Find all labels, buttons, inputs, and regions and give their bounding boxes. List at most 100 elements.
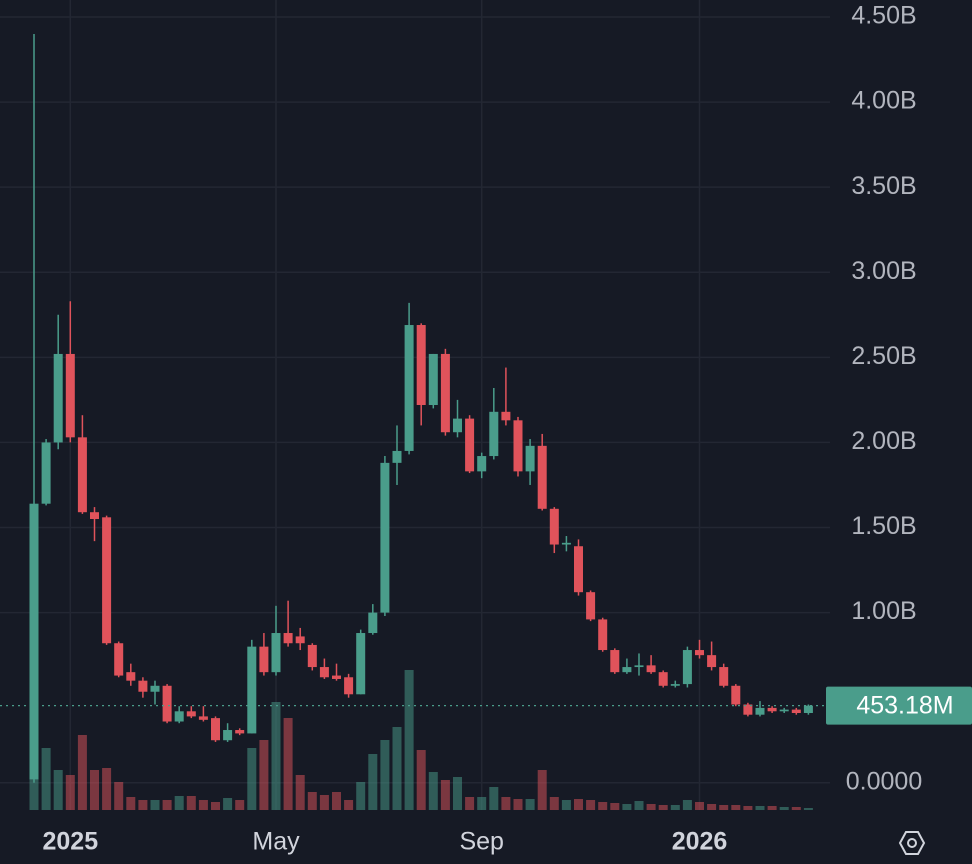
settings-icon[interactable] <box>898 831 926 855</box>
volume-bar <box>53 770 63 810</box>
candle-body <box>344 677 354 695</box>
volume-bar <box>65 775 75 810</box>
candle-body <box>114 643 124 676</box>
volume-bar <box>743 806 753 810</box>
candle-body <box>271 633 281 673</box>
volume-bar <box>622 804 632 810</box>
candle-body <box>767 707 777 712</box>
candle-body <box>501 411 511 421</box>
volume-bar <box>525 799 535 810</box>
last-price-label: 453.18M <box>856 691 953 719</box>
volume-bar <box>319 795 329 810</box>
volume-bar <box>307 792 317 810</box>
volume-bar <box>561 800 571 810</box>
candle-body <box>416 325 426 405</box>
volume-bar <box>646 804 656 810</box>
volume-bar <box>114 782 124 810</box>
volume-bar <box>755 806 765 810</box>
candle-body <box>295 636 305 644</box>
volume-bar <box>428 772 438 810</box>
x-tick-label: 2025 <box>42 828 98 856</box>
y-tick-label: 4.50B <box>851 2 916 30</box>
candle-body <box>138 680 148 692</box>
candle-body <box>29 503 39 780</box>
y-tick-label: 0.0000 <box>846 767 922 795</box>
volume-bar <box>77 735 87 810</box>
candle-body <box>549 508 559 545</box>
candle-body <box>731 685 741 705</box>
volume-bar <box>223 798 233 810</box>
volume-bar <box>440 780 450 810</box>
candle-body <box>779 709 789 712</box>
candle-body <box>465 418 475 472</box>
y-tick-label: 4.00B <box>851 87 916 115</box>
grid <box>0 0 830 810</box>
candle-body <box>41 442 51 504</box>
volume-bar <box>731 805 741 810</box>
volume-bar <box>634 801 644 810</box>
volume-bar <box>392 727 402 810</box>
candle-body <box>803 705 813 714</box>
volume-bar <box>186 796 196 810</box>
candle-body <box>477 456 487 472</box>
y-tick-label: 3.00B <box>851 257 916 285</box>
volume-bar <box>658 805 668 810</box>
candle-body <box>235 730 245 734</box>
candle-body <box>380 462 390 613</box>
candle-body <box>707 655 717 668</box>
candle-body <box>53 353 63 443</box>
candle-body <box>598 619 608 651</box>
volume-bar <box>537 770 547 810</box>
candle-body <box>332 675 341 679</box>
candle-body <box>610 650 620 673</box>
volume-bar <box>670 805 680 810</box>
y-tick-label: 1.50B <box>851 512 916 540</box>
candle-body <box>150 685 160 692</box>
volume-bar <box>416 750 426 810</box>
volume-bar <box>356 782 366 810</box>
volume-bar <box>259 740 269 810</box>
volume-bar <box>198 800 208 810</box>
candle-body <box>102 517 112 644</box>
candle-body <box>65 353 75 438</box>
candle-body <box>646 665 656 673</box>
volume-bar <box>126 797 136 810</box>
volume-bar <box>598 802 608 810</box>
volume-bar <box>574 799 583 810</box>
volume-bar <box>235 800 245 810</box>
candle-body <box>90 512 99 520</box>
candle-body <box>77 437 87 513</box>
x-tick-label: 2026 <box>672 828 728 856</box>
volume-bar <box>368 754 378 810</box>
volume-bar <box>332 792 341 810</box>
last-price-box <box>826 686 972 725</box>
volume-bar <box>404 670 414 810</box>
volume-bar <box>610 803 620 810</box>
volume-bar <box>695 802 704 810</box>
candle-body <box>489 411 499 457</box>
candle-body <box>428 353 438 405</box>
volume-bar <box>102 768 112 810</box>
volume-bar <box>779 807 789 810</box>
volume-bar <box>453 777 462 810</box>
volume-bar <box>513 799 523 810</box>
y-tick-label: 2.50B <box>851 342 916 370</box>
candle-body <box>307 644 317 668</box>
candle-body <box>283 633 293 644</box>
candle-body <box>319 667 329 678</box>
volume-bar <box>271 702 281 810</box>
x-tick-label: May <box>252 828 300 856</box>
candle-body <box>368 612 378 634</box>
volume-bar <box>465 797 475 810</box>
volume-bar <box>803 808 813 810</box>
volume-bar <box>719 805 729 810</box>
candle-body <box>247 646 257 734</box>
candle-body <box>513 420 523 472</box>
volume-bar <box>138 800 148 810</box>
settings-dot <box>907 838 917 848</box>
labels: 0.0000 1.00B 1.50B 2.00B 2.50B 3.00B 3.50B 4.00… <box>42 2 972 856</box>
volume-bar <box>247 748 257 810</box>
candle-body <box>658 672 668 686</box>
candle-body <box>622 667 632 673</box>
